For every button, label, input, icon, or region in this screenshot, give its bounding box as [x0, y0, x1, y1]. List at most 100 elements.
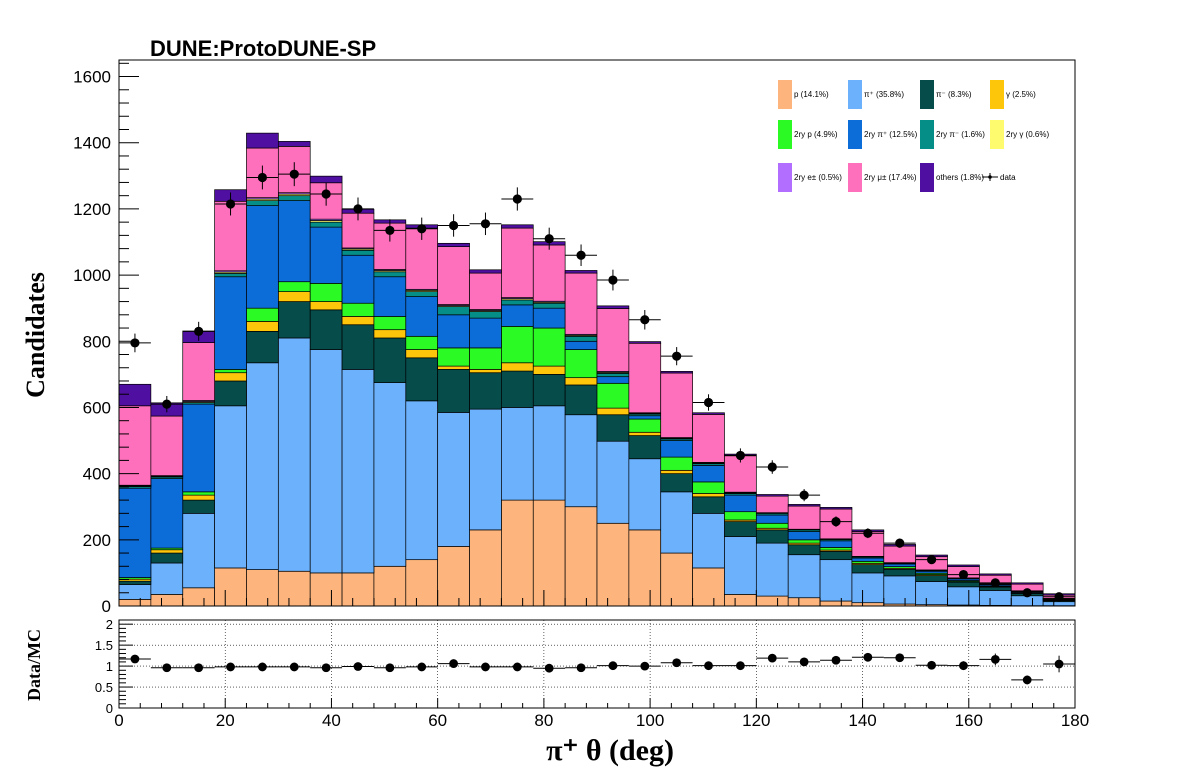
legend-label-0: p (14.1%) — [794, 90, 829, 99]
bar-3-9 — [405, 349, 439, 359]
bar-9-24 — [883, 545, 917, 564]
bar-1-22 — [819, 559, 853, 602]
bar-1-18 — [692, 512, 725, 569]
bar-5-9 — [405, 296, 439, 337]
legend-swatch-2 — [920, 80, 934, 109]
bar-3-6 — [309, 301, 343, 311]
bar-10-20 — [755, 494, 789, 497]
bar-2-19 — [724, 521, 757, 537]
bar-6-3 — [214, 273, 247, 278]
data-point-15 — [608, 275, 618, 285]
legend-swatch-9 — [848, 163, 862, 192]
ratio-point-14 — [576, 663, 586, 673]
ratio-point-10 — [449, 659, 458, 668]
legend: p (14.1%) π⁺ (35.8%) π⁻ (8.3%) γ (2.5%) 2ry … — [778, 80, 1049, 192]
ratio-panel: 0 0.5 1 1.5 2 0 20 40 60 80 100 120 140 160 180 — [95, 617, 1089, 730]
bar-5-24 — [883, 563, 917, 567]
bar-2-20 — [755, 529, 789, 544]
bar-2-10 — [437, 369, 470, 413]
data-point-3 — [225, 199, 236, 209]
bar-9-17 — [660, 372, 693, 438]
data-point-21 — [799, 490, 809, 500]
data-point-27 — [990, 578, 1000, 588]
bar-0-12 — [501, 499, 534, 607]
data-point-4 — [257, 172, 267, 183]
bar-2-3 — [214, 380, 247, 407]
bar-2-18 — [692, 496, 725, 514]
ratio-point-6 — [321, 663, 331, 673]
main-y-axis: 0 200 400 600 800 1000 1200 1400 1600 — [73, 62, 139, 616]
data-point-12 — [512, 194, 522, 204]
bar-10-10 — [437, 242, 470, 247]
x-tick-label-0: 0 — [114, 711, 123, 730]
data-point-7 — [353, 204, 363, 214]
legend-label-data: data — [1000, 173, 1016, 182]
bar-0-3 — [214, 567, 247, 607]
bar-10-27 — [979, 573, 1012, 576]
ratio-point-21 — [799, 657, 809, 667]
bar-1-20 — [755, 542, 789, 597]
bar-10-17 — [660, 371, 693, 374]
bar-4-4 — [246, 307, 279, 322]
bar-1-21 — [787, 554, 821, 599]
bar-6-11 — [469, 311, 502, 319]
bar-0-20 — [755, 595, 789, 607]
bar-0-11 — [469, 529, 502, 607]
bar-1-14 — [564, 414, 598, 508]
bar-3-10 — [437, 365, 470, 370]
bar-0-17 — [660, 552, 693, 607]
bar-2-17 — [660, 473, 693, 493]
bar-2-6 — [309, 309, 343, 350]
bar-1-2 — [182, 512, 215, 589]
bar-9-10 — [437, 246, 470, 305]
data-point-16 — [640, 315, 650, 325]
bar-2-8 — [373, 337, 407, 383]
bar-6-4 — [246, 200, 279, 206]
ratio-point-0 — [130, 654, 140, 664]
ratio-point-19 — [736, 661, 745, 671]
bar-5-12 — [501, 304, 534, 327]
ratio-y-tick-label-2: 1 — [106, 659, 113, 674]
x-tick-label-60: 60 — [428, 711, 447, 730]
bar-4-11 — [469, 347, 502, 370]
x-tick-label-100: 100 — [636, 711, 664, 730]
bar-5-10 — [437, 314, 470, 349]
bar-9-14 — [564, 272, 598, 335]
y-tick-label-0: 0 — [102, 597, 111, 616]
bar-5-14 — [564, 340, 598, 350]
data-points — [119, 162, 1075, 602]
bar-2-25 — [915, 575, 948, 582]
bar-9-15 — [596, 308, 630, 372]
data-point-1 — [162, 399, 172, 409]
bar-9-20 — [755, 495, 789, 514]
legend-label-5: 2ry π⁺ (12.5%) — [864, 130, 918, 139]
bar-2-12 — [501, 370, 534, 408]
bar-4-22 — [819, 547, 853, 551]
bar-10-11 — [469, 269, 502, 274]
bar-5-21 — [787, 531, 821, 541]
bar-10-6 — [309, 175, 343, 184]
data-point-28 — [1022, 588, 1032, 598]
ratio-y-tick-label-3: 1.5 — [95, 638, 113, 653]
ratio-y-tick-label-4: 2 — [106, 617, 113, 632]
bar-1-10 — [437, 412, 470, 547]
ratio-plot-frame — [118, 619, 1076, 709]
bar-9-0 — [118, 405, 152, 486]
data-point-26 — [958, 569, 969, 580]
y-tick-label-1200: 1200 — [73, 200, 111, 219]
bar-4-8 — [373, 316, 407, 331]
bar-10-18 — [692, 412, 725, 415]
bar-6-5 — [277, 195, 311, 201]
bar-2-1 — [150, 552, 184, 564]
bar-5-1 — [150, 478, 184, 549]
legend-swatch-3 — [990, 80, 1004, 109]
bar-10-16 — [628, 341, 662, 344]
bar-2-22 — [819, 551, 853, 561]
bar-2-21 — [787, 544, 821, 556]
ratio-point-8 — [385, 663, 395, 673]
data-point-8 — [385, 225, 395, 236]
bar-5-13 — [532, 307, 566, 329]
main-x-axis — [118, 590, 1076, 606]
bar-1-12 — [501, 407, 534, 501]
